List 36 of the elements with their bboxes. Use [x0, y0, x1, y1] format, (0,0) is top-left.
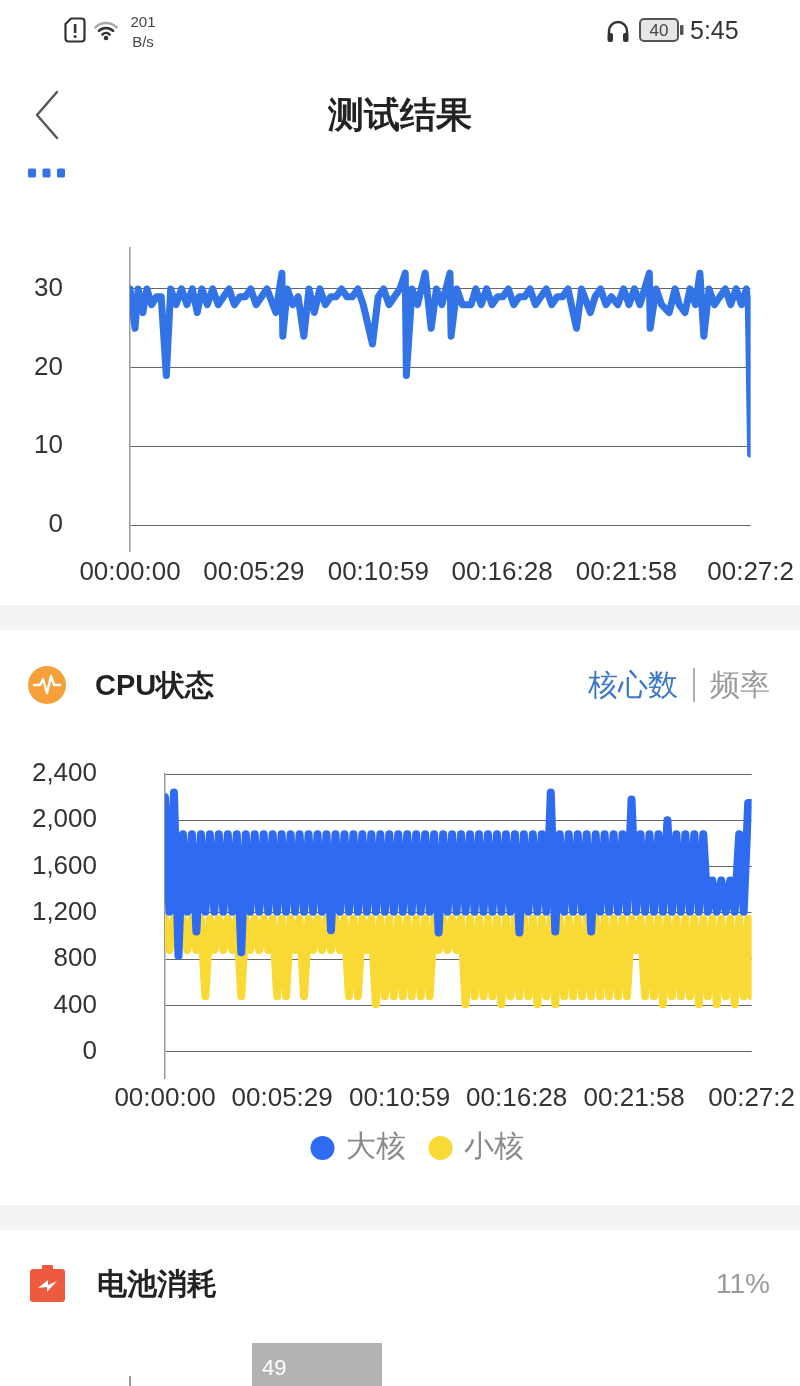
y-tick-label: 400 [53, 988, 97, 1019]
x-tick-label: 00:27:2 [708, 1081, 795, 1112]
text: 电池消耗 [97, 1267, 217, 1300]
x-tick-label: 00:10:59 [349, 1081, 451, 1112]
y-tick-label: 30 [34, 272, 63, 303]
x-tick-label: 00:16:28 [466, 1081, 568, 1112]
x-tick-label: 00:27:2 [707, 555, 794, 586]
text: B/s [132, 32, 154, 50]
text: 测试结果 [328, 94, 472, 135]
y-tick-label: 1,600 [31, 849, 97, 880]
y-tick-label: 2,000 [31, 803, 97, 834]
x-tick-label: 00:16:28 [451, 555, 553, 586]
x-tick-label: 00:21:58 [583, 1081, 685, 1112]
y-tick-label: 10 [34, 429, 63, 460]
tooltip-box: 49 [252, 1343, 382, 1386]
x-tick-label: 00:10:59 [327, 555, 429, 586]
y-tick-label: 1,200 [31, 896, 97, 927]
y-tick-label: 20 [34, 350, 63, 381]
chart-title: CPU状态 [95, 668, 215, 701]
x-tick-label: 00:00:00 [79, 555, 181, 586]
x-tick-label: 00:05:29 [203, 555, 305, 586]
x-tick-label: 00:21:58 [575, 555, 678, 586]
text: 核心数 [588, 668, 678, 701]
legend-label: 大核 [346, 1129, 406, 1163]
y-tick-label: 800 [53, 942, 97, 973]
text: 5:45 [690, 15, 739, 44]
x-tick-label: 00:00:00 [114, 1081, 216, 1112]
y-tick-label: 0 [48, 508, 63, 539]
y-tick-label: 2,400 [31, 757, 97, 788]
text: 频率 [710, 668, 770, 701]
x-tick-label: 00:05:29 [231, 1081, 333, 1112]
legend-label: 小核 [464, 1129, 524, 1163]
text: 201 [130, 12, 156, 30]
text: 11% [716, 1268, 770, 1299]
y-tick-label: 0 [82, 1035, 97, 1066]
text: 40 [649, 20, 669, 40]
